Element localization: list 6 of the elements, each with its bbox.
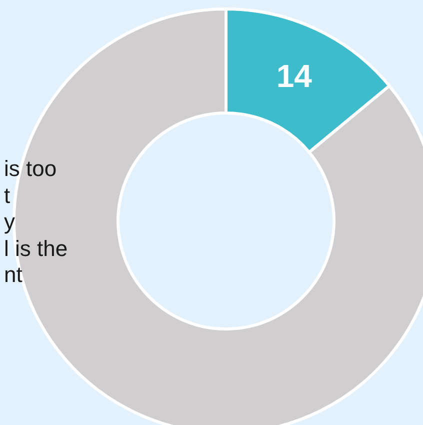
text: l is the <box>4 236 68 262</box>
text: is too <box>4 156 58 182</box>
text: t <box>4 182 12 209</box>
text: nt <box>4 262 24 288</box>
text: y <box>4 209 16 236</box>
data-label: 14 <box>276 58 312 94</box>
